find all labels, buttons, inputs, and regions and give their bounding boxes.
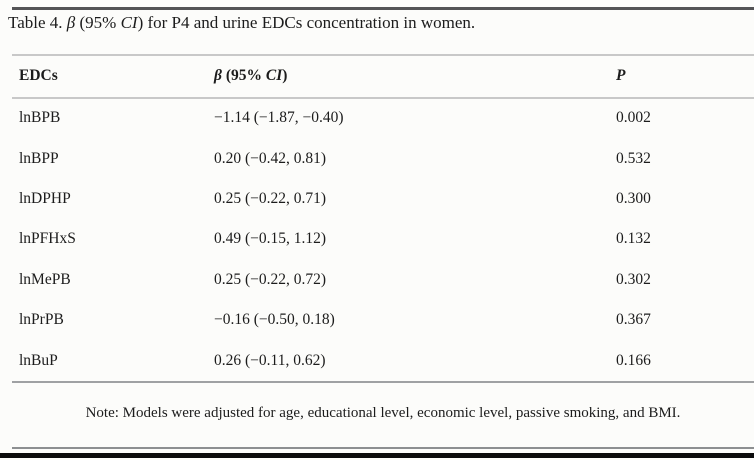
- caption-rest: ) for P4 and urine EDCs concentration in…: [137, 13, 476, 32]
- edc-cell: lnPFHxS: [19, 230, 76, 248]
- body-end-divider: [12, 381, 754, 383]
- edc-cell: lnBuP: [19, 351, 58, 369]
- bottom-rule: [0, 453, 754, 458]
- edc-cell: lnDPHP: [19, 190, 71, 208]
- header-beta-ci: CI: [265, 67, 283, 84]
- table-body: lnBPB −1.14 (−1.87, −0.40) 0.002 lnBPP 0…: [0, 98, 754, 381]
- p-value-cell: 0.132: [616, 230, 651, 248]
- beta-ci-cell: 0.49 (−0.15, 1.12): [214, 230, 327, 248]
- edc-cell: lnMePB: [19, 270, 71, 288]
- table-row: lnMePB 0.25 (−0.22, 0.72) 0.302: [0, 260, 754, 300]
- col-header-beta-ci: β (95% CI): [214, 67, 616, 85]
- p-value-cell: 0.532: [616, 149, 651, 167]
- table-row: lnBuP 0.26 (−0.11, 0.62) 0.166: [0, 341, 754, 381]
- title-divider: [12, 54, 754, 56]
- table-row: lnDPHP 0.25 (−0.22, 0.71) 0.300: [0, 179, 754, 219]
- beta-ci-cell: 0.25 (−0.22, 0.72): [214, 270, 327, 288]
- top-rule: [12, 7, 754, 10]
- header-beta-close: ): [282, 67, 288, 84]
- header-divider: [12, 97, 754, 99]
- table-row: lnPrPB −0.16 (−0.50, 0.18) 0.367: [0, 300, 754, 340]
- header-beta-symbol: β: [214, 67, 222, 84]
- p-value-cell: 0.367: [616, 311, 651, 329]
- table-row: lnBPP 0.20 (−0.42, 0.81) 0.532: [0, 138, 754, 178]
- beta-ci-cell: −1.14 (−1.87, −0.40): [214, 109, 344, 127]
- table-row: lnBPB −1.14 (−1.87, −0.40) 0.002: [0, 98, 754, 138]
- edc-cell: lnBPP: [19, 149, 59, 167]
- caption-mid: (95%: [75, 13, 121, 32]
- beta-ci-cell: 0.20 (−0.42, 0.81): [214, 149, 327, 167]
- p-value-cell: 0.166: [616, 351, 651, 369]
- table-header-row: EDCs β (95% CI) P: [0, 55, 754, 97]
- edc-cell: lnBPB: [19, 109, 61, 127]
- col-header-p: P: [616, 67, 626, 84]
- beta-ci-cell: 0.25 (−0.22, 0.71): [214, 190, 327, 208]
- p-value-cell: 0.002: [616, 109, 651, 127]
- col-header-edcs: EDCs: [19, 67, 58, 84]
- beta-ci-cell: −0.16 (−0.50, 0.18): [214, 311, 335, 329]
- beta-ci-cell: 0.26 (−0.11, 0.62): [214, 351, 326, 369]
- p-value-cell: 0.300: [616, 190, 651, 208]
- table-row: lnPFHxS 0.49 (−0.15, 1.12) 0.132: [0, 219, 754, 259]
- caption-label: Table 4.: [8, 13, 67, 32]
- header-beta-mid: (95%: [221, 67, 266, 84]
- caption-ci: CI: [120, 13, 138, 32]
- table-note: Note: Models were adjusted for age, educ…: [85, 405, 681, 421]
- edc-cell: lnPrPB: [19, 311, 64, 329]
- caption-beta-symbol: β: [66, 13, 76, 32]
- note-end-divider: [12, 447, 754, 449]
- table-caption: Table 4. β (95% CI) for P4 and urine EDC…: [8, 13, 742, 33]
- p-value-cell: 0.302: [616, 270, 651, 288]
